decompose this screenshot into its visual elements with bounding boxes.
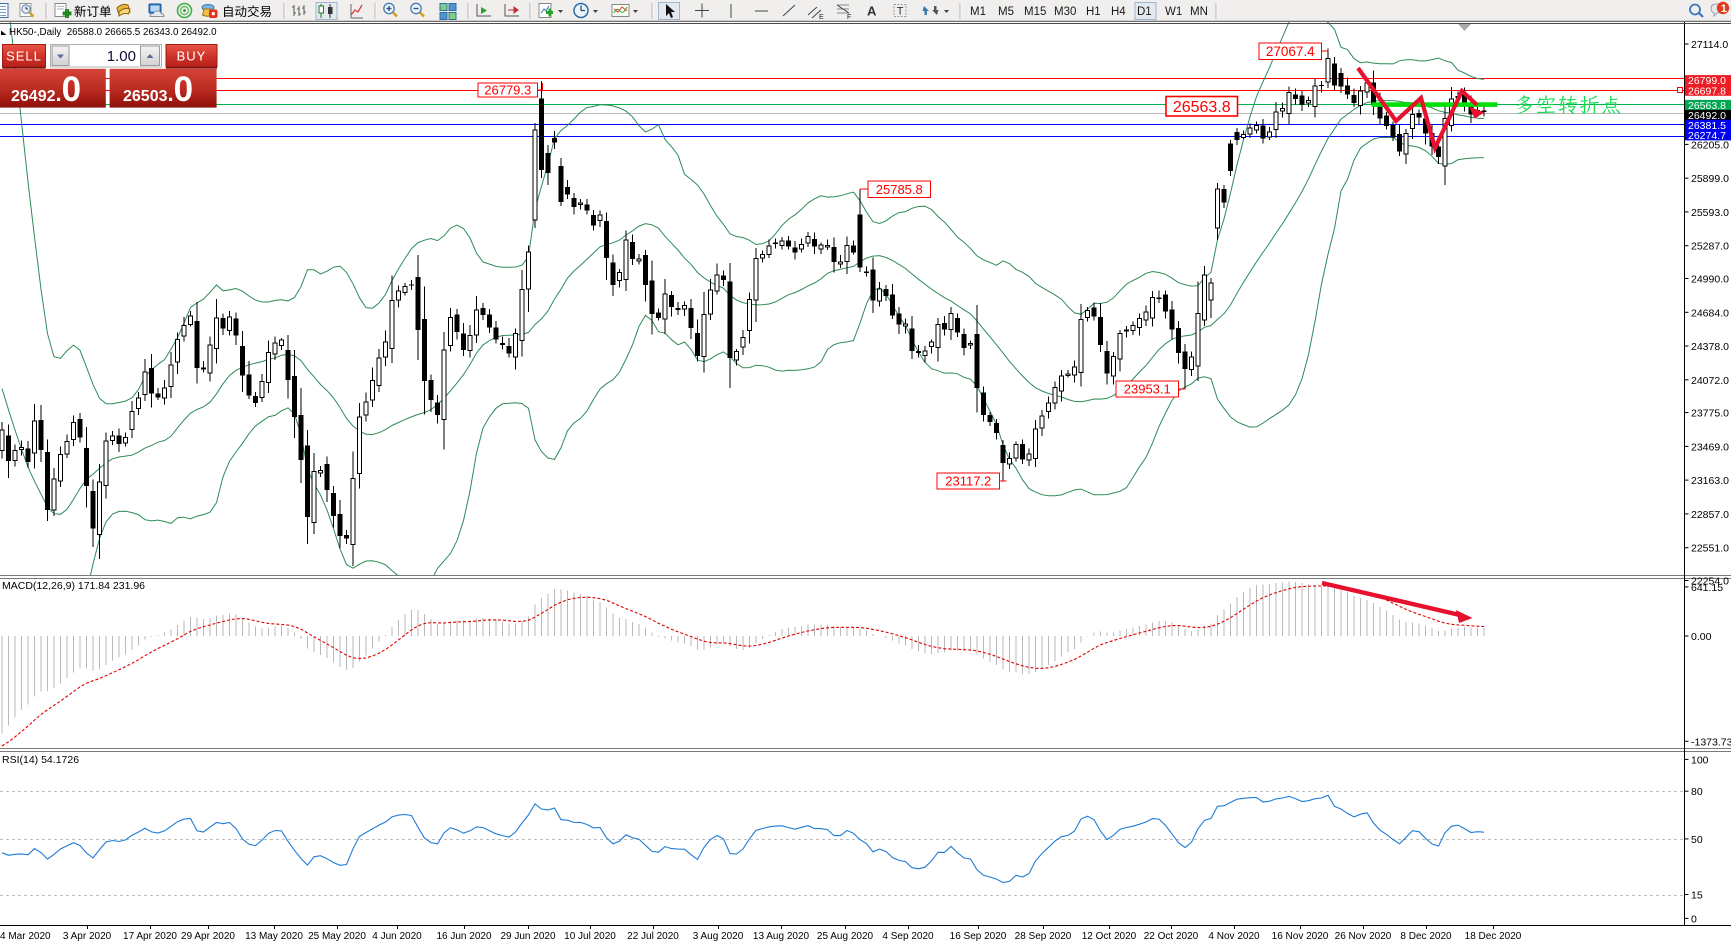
- svg-text:3 Aug 2020: 3 Aug 2020: [693, 931, 744, 942]
- svg-text:26205.0: 26205.0: [1691, 139, 1729, 151]
- svg-text:BUY: BUY: [177, 49, 207, 64]
- svg-text:22857.0: 22857.0: [1691, 509, 1729, 521]
- svg-text:23775.0: 23775.0: [1691, 408, 1729, 420]
- svg-text:1.00: 1.00: [107, 48, 136, 65]
- svg-text:28 Sep 2020: 28 Sep 2020: [1015, 931, 1072, 942]
- svg-text:16 Jun 2020: 16 Jun 2020: [436, 931, 491, 942]
- svg-text:26563.8: 26563.8: [1688, 100, 1726, 112]
- svg-text:RSI(14) 54.1726: RSI(14) 54.1726: [2, 754, 79, 766]
- svg-text:15: 15: [1691, 890, 1703, 902]
- svg-text:M1: M1: [970, 6, 986, 18]
- svg-text:SELL: SELL: [6, 49, 42, 64]
- svg-text:4 Nov 2020: 4 Nov 2020: [1208, 931, 1260, 942]
- svg-text:25899.0: 25899.0: [1691, 173, 1729, 185]
- svg-text:4 Mar 2020: 4 Mar 2020: [0, 931, 51, 942]
- svg-text:16 Nov 2020: 16 Nov 2020: [1272, 931, 1329, 942]
- svg-text:22 Jul 2020: 22 Jul 2020: [627, 931, 679, 942]
- svg-text:26492.0: 26492.0: [1688, 110, 1726, 122]
- svg-text:27114.0: 27114.0: [1691, 39, 1728, 51]
- svg-text:22551.0: 22551.0: [1691, 543, 1729, 555]
- svg-text:T: T: [897, 6, 904, 18]
- svg-text:50: 50: [1691, 834, 1703, 846]
- svg-text:E: E: [819, 14, 824, 21]
- svg-text:0: 0: [1691, 913, 1697, 925]
- svg-text:H4: H4: [1111, 6, 1126, 18]
- svg-text:A: A: [867, 4, 877, 19]
- svg-text:25785.8: 25785.8: [876, 182, 923, 197]
- svg-text:26799.0: 26799.0: [1688, 75, 1726, 87]
- svg-text:F: F: [847, 14, 851, 21]
- svg-text:29 Apr 2020: 29 Apr 2020: [181, 931, 235, 942]
- svg-text:18 Dec 2020: 18 Dec 2020: [1465, 931, 1522, 942]
- svg-text:26381.5: 26381.5: [1688, 120, 1726, 132]
- svg-text:D1: D1: [1137, 6, 1152, 18]
- svg-text:24684.0: 24684.0: [1691, 307, 1729, 319]
- svg-text:26563.8: 26563.8: [1173, 99, 1231, 116]
- svg-text:27067.4: 27067.4: [1266, 44, 1315, 59]
- svg-text:HK50-,Daily 26588.0 26665.5 2: HK50-,Daily 26588.0 26665.5 26343.0 2649…: [9, 27, 217, 38]
- svg-text:80: 80: [1691, 786, 1703, 798]
- svg-text:23163.0: 23163.0: [1691, 475, 1729, 487]
- svg-text:M5: M5: [998, 6, 1014, 18]
- svg-text:H1: H1: [1086, 6, 1101, 18]
- svg-text:24072.0: 24072.0: [1691, 375, 1729, 387]
- svg-text:23953.1: 23953.1: [1124, 382, 1171, 397]
- svg-text:M15: M15: [1024, 6, 1046, 18]
- svg-text:25 Aug 2020: 25 Aug 2020: [817, 931, 874, 942]
- svg-text:25 May 2020: 25 May 2020: [308, 931, 366, 942]
- svg-text:13 Aug 2020: 13 Aug 2020: [753, 931, 810, 942]
- svg-text:M30: M30: [1054, 6, 1076, 18]
- svg-text:1: 1: [1721, 3, 1727, 15]
- svg-text:23469.0: 23469.0: [1691, 441, 1729, 453]
- svg-text:23117.2: 23117.2: [945, 474, 991, 489]
- svg-text:W1: W1: [1165, 6, 1182, 18]
- svg-text:22254.0: 22254.0: [1691, 576, 1729, 588]
- svg-text:13 May 2020: 13 May 2020: [245, 931, 303, 942]
- svg-text:25593.0: 25593.0: [1691, 207, 1729, 219]
- svg-text:4 Sep 2020: 4 Sep 2020: [882, 931, 934, 942]
- svg-text:24990.0: 24990.0: [1691, 274, 1729, 286]
- svg-text:-1373.73: -1373.73: [1691, 736, 1731, 748]
- svg-text:26779.3: 26779.3: [484, 83, 531, 98]
- svg-text:3 Apr 2020: 3 Apr 2020: [63, 931, 112, 942]
- svg-text:26274.7: 26274.7: [1688, 130, 1726, 142]
- svg-text:MN: MN: [1190, 6, 1208, 18]
- svg-text:26 Nov 2020: 26 Nov 2020: [1335, 931, 1392, 942]
- svg-text:12 Oct 2020: 12 Oct 2020: [1082, 931, 1137, 942]
- svg-text:29 Jun 2020: 29 Jun 2020: [500, 931, 555, 942]
- svg-text:10 Jul 2020: 10 Jul 2020: [564, 931, 616, 942]
- svg-text:25287.0: 25287.0: [1691, 241, 1729, 253]
- svg-text:8 Dec 2020: 8 Dec 2020: [1400, 931, 1452, 942]
- svg-text:24378.0: 24378.0: [1691, 341, 1729, 353]
- svg-text:641.15: 641.15: [1691, 582, 1723, 594]
- svg-text:16 Sep 2020: 16 Sep 2020: [950, 931, 1007, 942]
- svg-text:0.00: 0.00: [1691, 631, 1712, 643]
- svg-text:17 Apr 2020: 17 Apr 2020: [123, 931, 177, 942]
- svg-text:26697.8: 26697.8: [1688, 85, 1726, 97]
- svg-text:MACD(12,26,9) 171.84 231.96: MACD(12,26,9) 171.84 231.96: [2, 580, 145, 592]
- svg-text:100: 100: [1691, 754, 1709, 766]
- svg-text:22 Oct 2020: 22 Oct 2020: [1144, 931, 1199, 942]
- svg-text:4 Jun 2020: 4 Jun 2020: [372, 931, 422, 942]
